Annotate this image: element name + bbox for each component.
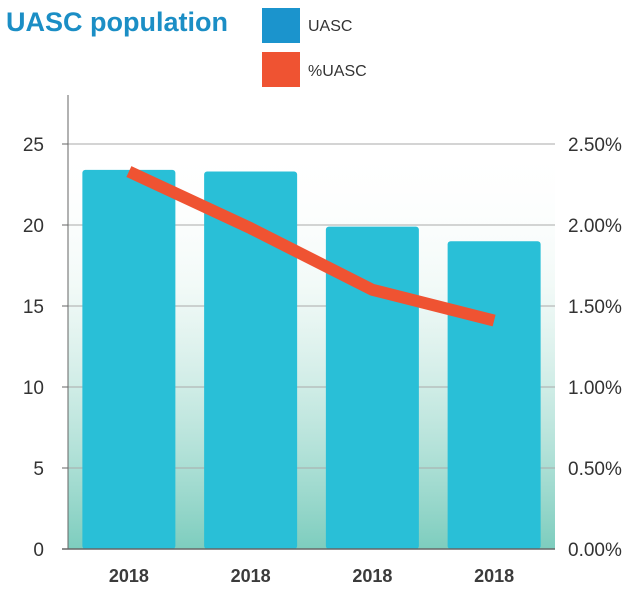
y-left-tick-label: 10 <box>23 378 44 399</box>
y-left-tick-label: 0 <box>33 540 44 561</box>
y-right-tick-label: 1.50% <box>568 297 622 318</box>
y-right-tick-label: 2.00% <box>568 216 622 237</box>
y-right-tick-label: 0.00% <box>568 540 622 561</box>
bar <box>204 171 298 550</box>
axes <box>62 95 555 550</box>
legend-swatch-pct-uasc <box>262 52 300 87</box>
y-left-tick-label: 25 <box>23 135 44 156</box>
x-axis-categories: 2018 2018 2018 2018 <box>109 566 514 586</box>
y-right-tick-label: 1.00% <box>568 378 622 399</box>
series-line <box>126 166 496 327</box>
legend-label-uasc: UASC <box>308 18 352 35</box>
bar <box>325 226 419 549</box>
y-left-tick-label: 20 <box>23 216 44 237</box>
y-right-tick-label: 2.50% <box>568 135 622 156</box>
chart-title: UASC population <box>6 7 228 37</box>
x-category-label: 2018 <box>474 566 514 586</box>
x-category-label: 2018 <box>352 566 392 586</box>
y-axis-right-ticks: 0.00% 0.50% 1.00% 1.50% 2.00% 2.50% <box>568 135 622 561</box>
legend-swatch-uasc <box>262 8 300 43</box>
x-category-label: 2018 <box>231 566 271 586</box>
legend: UASC %UASC <box>262 8 367 87</box>
legend-label-pct-uasc: %UASC <box>308 63 367 80</box>
y-left-tick-label: 15 <box>23 297 44 318</box>
y-axis-left-ticks: 0 5 10 15 20 25 <box>23 135 68 561</box>
x-category-label: 2018 <box>109 566 149 586</box>
line-series-pct-uasc <box>126 166 496 327</box>
bar <box>447 241 541 549</box>
y-right-tick-label: 0.50% <box>568 459 622 480</box>
y-left-tick-label: 5 <box>33 459 44 480</box>
bar <box>82 169 176 550</box>
